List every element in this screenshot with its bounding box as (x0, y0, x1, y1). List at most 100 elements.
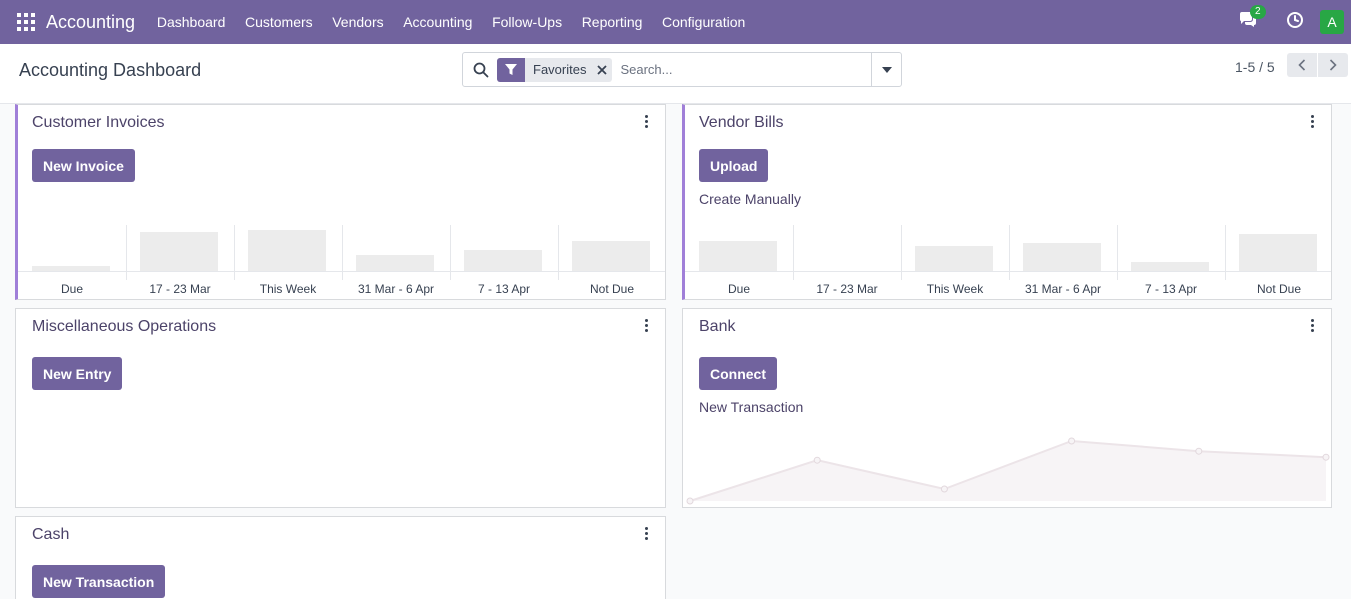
search-input[interactable] (620, 62, 861, 77)
bills-bar-chart (685, 225, 1331, 280)
facet-label: Favorites (533, 62, 587, 77)
chart-label: Due (727, 282, 750, 296)
chart-label: 7 - 13 Apr (477, 282, 531, 296)
card-title[interactable]: Miscellaneous Operations (32, 318, 217, 335)
pager-value[interactable]: 1-5 / 5 (1235, 59, 1275, 75)
search-options-toggle[interactable] (871, 53, 901, 86)
activities-clock-icon[interactable] (1286, 11, 1308, 33)
graph-point (1068, 437, 1076, 445)
graph-area (690, 441, 1326, 501)
pager-next-button[interactable] (1318, 53, 1348, 77)
chart-label: Due (60, 282, 83, 296)
chart-separator (1009, 225, 1010, 280)
chart-label: 17 - 23 Mar (149, 282, 211, 296)
chart-separator (126, 225, 127, 280)
chart-separator (342, 225, 343, 280)
message-count-badge: 2 (1250, 5, 1266, 19)
card-title[interactable]: Bank (699, 318, 736, 335)
kebab-menu-icon[interactable] (645, 319, 649, 332)
messaging-icon[interactable]: 2 (1238, 5, 1266, 33)
menu-accounting[interactable]: Accounting (403, 14, 473, 30)
chart-bar (915, 246, 993, 271)
misc-operations-card: Miscellaneous Operations New Entry (15, 308, 666, 508)
chart-separator (793, 225, 794, 280)
menu-customers[interactable]: Customers (244, 14, 313, 30)
new-invoice-button[interactable]: New Invoice (32, 149, 135, 182)
chart-bar (1131, 262, 1209, 271)
chart-axis-line (685, 271, 1331, 272)
card-title[interactable]: Cash (32, 526, 70, 543)
chart-bar (1239, 234, 1317, 271)
pager-previous-button[interactable] (1287, 53, 1317, 77)
search-bar: Favorites (462, 52, 902, 87)
graph-point (940, 485, 948, 493)
chart-bar (32, 266, 110, 271)
card-title[interactable]: Customer Invoices (32, 114, 165, 131)
bills-chart-labels: Due 17 - 23 Mar This Week 31 Mar - 6 Apr… (685, 282, 1331, 298)
control-panel: Accounting Dashboard Favorites 1-5 / 5 (0, 44, 1351, 104)
bank-balance-line-graph (686, 437, 1330, 505)
graph-line (689, 439, 1327, 502)
graph-point (813, 456, 821, 464)
menu-follow-ups[interactable]: Follow-Ups (492, 14, 563, 30)
new-entry-button[interactable]: New Entry (32, 357, 123, 390)
new-cash-transaction-button[interactable]: New Transaction (32, 565, 166, 598)
chart-separator (1225, 225, 1226, 280)
chat-bubbles-icon (1240, 12, 1256, 27)
kebab-menu-icon[interactable] (1311, 319, 1315, 332)
chart-separator (558, 225, 559, 280)
upload-button[interactable]: Upload (699, 149, 769, 182)
chart-separator (450, 225, 451, 280)
connect-button[interactable]: Connect (699, 357, 777, 390)
card-title[interactable]: Vendor Bills (699, 114, 784, 131)
customer-invoices-card: Customer Invoices New Invoice Due 17 - 2… (15, 104, 666, 300)
kebab-menu-icon[interactable] (645, 527, 649, 540)
chart-label: 17 - 23 Mar (816, 282, 878, 296)
graph-point (1195, 447, 1203, 455)
create-manually-link[interactable]: Create Manually (699, 191, 801, 207)
menu-vendors[interactable]: Vendors (332, 14, 384, 30)
chart-label: 31 Mar - 6 Apr (357, 282, 435, 296)
bank-card: Bank Connect New Transaction (682, 308, 1332, 508)
graph-point (1322, 453, 1330, 461)
chart-separator (1117, 225, 1118, 280)
chart-bar (140, 232, 218, 271)
invoice-chart-labels: Due 17 - 23 Mar This Week 31 Mar - 6 Apr… (18, 282, 665, 298)
menu-configuration[interactable]: Configuration (661, 14, 746, 30)
chart-axis-line (18, 271, 665, 272)
chart-bar (356, 255, 434, 271)
navbar-systray: 2 A (1238, 0, 1351, 44)
menu-reporting[interactable]: Reporting (581, 14, 643, 30)
chart-label: 31 Mar - 6 Apr (1024, 282, 1102, 296)
chevron-left-icon (1298, 59, 1306, 71)
chart-label: This Week (926, 282, 984, 296)
chart-label: This Week (259, 282, 317, 296)
chart-bar (699, 241, 777, 271)
chart-bar (248, 230, 326, 271)
kebab-menu-icon[interactable] (645, 115, 649, 128)
page-title: Accounting Dashboard (19, 60, 202, 80)
chart-bar (464, 250, 542, 271)
chart-bar (1023, 243, 1101, 271)
chart-label: 7 - 13 Apr (1144, 282, 1198, 296)
vendor-bills-card: Vendor Bills Upload Create Manually Due … (682, 104, 1332, 300)
app-brand[interactable]: Accounting (46, 11, 136, 32)
cash-card: Cash New Transaction (15, 516, 666, 599)
top-navbar: Accounting Dashboard Customers Vendors A… (0, 0, 1351, 44)
search-facet: Favorites (497, 57, 613, 82)
kebab-menu-icon[interactable] (1311, 115, 1315, 128)
caret-down-icon (881, 66, 892, 73)
search-icon[interactable] (473, 62, 489, 78)
user-avatar[interactable]: A (1320, 10, 1344, 34)
main-menu: Dashboard Customers Vendors Accounting F… (147, 14, 755, 30)
chart-separator (901, 225, 902, 280)
filter-icon (497, 57, 525, 82)
chevron-right-icon (1329, 59, 1337, 71)
invoice-bar-chart (18, 225, 665, 280)
chart-label: Not Due (1256, 282, 1302, 296)
menu-dashboard[interactable]: Dashboard (156, 14, 226, 30)
new-transaction-link[interactable]: New Transaction (699, 399, 804, 415)
chart-bar (572, 241, 650, 271)
apps-menu-icon[interactable] (17, 13, 35, 31)
facet-remove-icon[interactable] (592, 58, 612, 82)
